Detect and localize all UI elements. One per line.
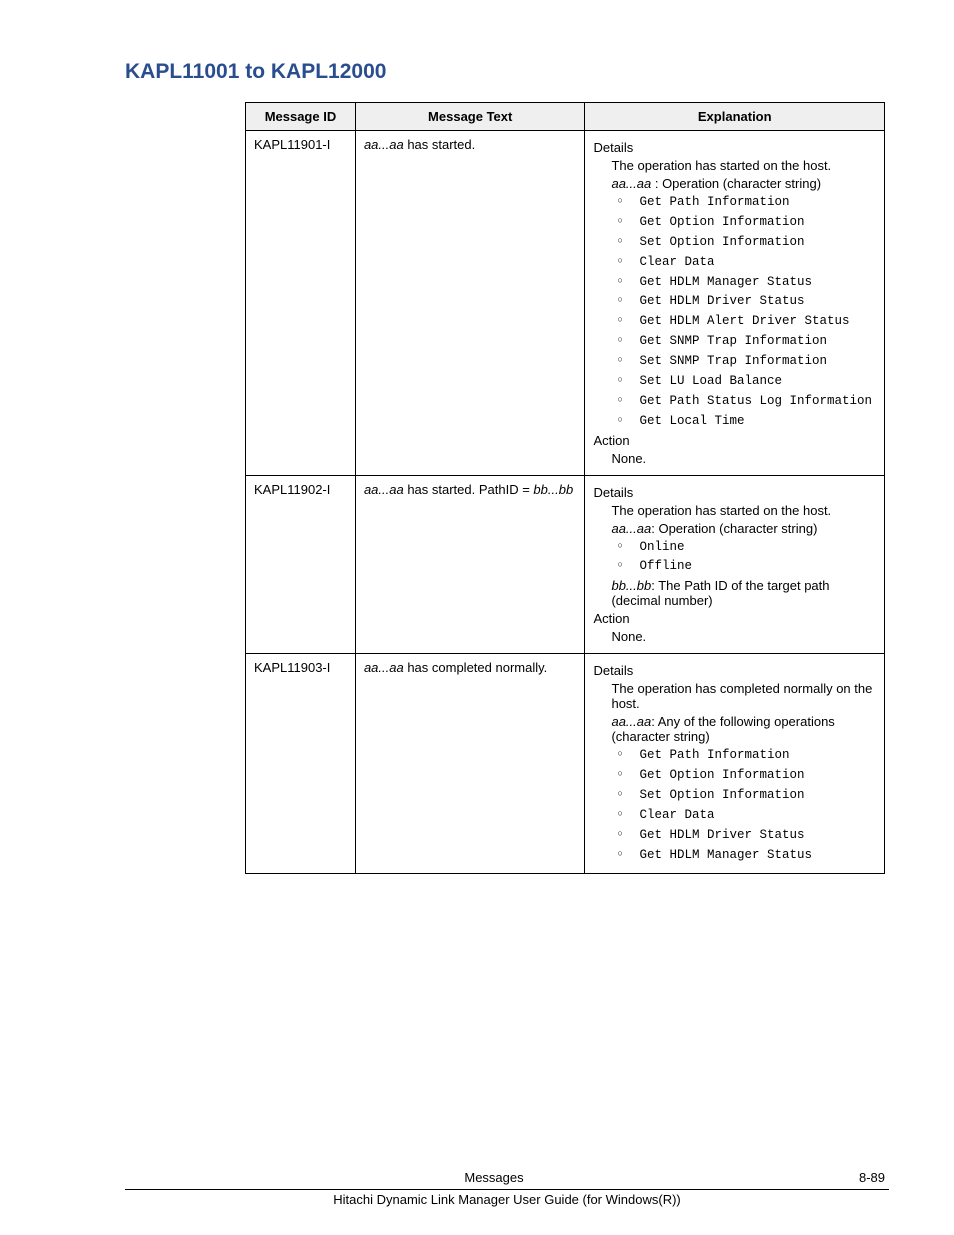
header-explanation: Explanation xyxy=(585,103,885,131)
details-label: Details xyxy=(593,663,876,678)
list-item: Clear Data xyxy=(617,807,876,824)
table-row: KAPL11903-I aa...aa has completed normal… xyxy=(246,654,885,873)
list-item: Online xyxy=(617,539,876,556)
list-item: Get Option Information xyxy=(617,767,876,784)
detail-text: The operation has started on the host. xyxy=(593,158,876,173)
action-text: None. xyxy=(593,451,876,466)
list-item: Get HDLM Driver Status xyxy=(617,827,876,844)
list-item: Set Option Information xyxy=(617,787,876,804)
cell-explanation: Details The operation has completed norm… xyxy=(585,654,885,873)
list-item: Get SNMP Trap Information xyxy=(617,333,876,350)
list-item: Clear Data xyxy=(617,254,876,271)
text-mid: has started. PathID = xyxy=(404,482,534,497)
operation-list: Get Path Information Get Option Informat… xyxy=(593,747,876,863)
param-text: bb...bb xyxy=(533,482,573,497)
cell-explanation: Details The operation has started on the… xyxy=(585,131,885,476)
param-line: bb...bb: The Path ID of the target path … xyxy=(593,578,876,608)
list-item: Get HDLM Manager Status xyxy=(617,274,876,291)
cell-message-id: KAPL11902-I xyxy=(246,475,356,654)
operation-list: Online Offline xyxy=(593,539,876,576)
cell-message-id: KAPL11903-I xyxy=(246,654,356,873)
footer-guide-title: Hitachi Dynamic Link Manager User Guide … xyxy=(125,1192,889,1207)
list-item: Get Option Information xyxy=(617,214,876,231)
param-line: aa...aa: Operation (character string) xyxy=(593,521,876,536)
message-table: Message ID Message Text Explanation KAPL… xyxy=(245,102,885,874)
text-rest: has started. xyxy=(404,137,476,152)
page-footer: Messages 8-89 Hitachi Dynamic Link Manag… xyxy=(125,1170,889,1207)
details-label: Details xyxy=(593,140,876,155)
list-item: Get HDLM Alert Driver Status xyxy=(617,313,876,330)
list-item: Get HDLM Manager Status xyxy=(617,847,876,864)
detail-text: The operation has started on the host. xyxy=(593,503,876,518)
document-page: KAPL11001 to KAPL12000 Message ID Messag… xyxy=(0,0,954,1235)
operation-list: Get Path Information Get Option Informat… xyxy=(593,194,876,430)
param-text: aa...aa xyxy=(364,482,404,497)
list-item: Set SNMP Trap Information xyxy=(617,353,876,370)
table-row: KAPL11902-I aa...aa has started. PathID … xyxy=(246,475,885,654)
param-line: aa...aa : Operation (character string) xyxy=(593,176,876,191)
cell-explanation: Details The operation has started on the… xyxy=(585,475,885,654)
list-item: Get HDLM Driver Status xyxy=(617,293,876,310)
text-rest: has completed normally. xyxy=(404,660,548,675)
details-label: Details xyxy=(593,485,876,500)
list-item: Get Path Information xyxy=(617,747,876,764)
section-title: KAPL11001 to KAPL12000 xyxy=(125,60,889,84)
cell-message-id: KAPL11901-I xyxy=(246,131,356,476)
list-item: Get Path Information xyxy=(617,194,876,211)
footer-section: Messages xyxy=(129,1170,859,1185)
table-row: KAPL11901-I aa...aa has started. Details… xyxy=(246,131,885,476)
action-label: Action xyxy=(593,433,876,448)
list-item: Get Local Time xyxy=(617,413,876,430)
header-message-id: Message ID xyxy=(246,103,356,131)
list-item: Get Path Status Log Information xyxy=(617,393,876,410)
list-item: Offline xyxy=(617,558,876,575)
header-message-text: Message Text xyxy=(355,103,585,131)
page-number: 8-89 xyxy=(859,1170,885,1185)
action-label: Action xyxy=(593,611,876,626)
cell-message-text: aa...aa has completed normally. xyxy=(355,654,585,873)
param-line: aa...aa: Any of the following operations… xyxy=(593,714,876,744)
param-text: aa...aa xyxy=(364,660,404,675)
table-header-row: Message ID Message Text Explanation xyxy=(246,103,885,131)
action-text: None. xyxy=(593,629,876,644)
cell-message-text: aa...aa has started. PathID = bb...bb xyxy=(355,475,585,654)
list-item: Set LU Load Balance xyxy=(617,373,876,390)
list-item: Set Option Information xyxy=(617,234,876,251)
cell-message-text: aa...aa has started. xyxy=(355,131,585,476)
param-text: aa...aa xyxy=(364,137,404,152)
detail-text: The operation has completed normally on … xyxy=(593,681,876,711)
